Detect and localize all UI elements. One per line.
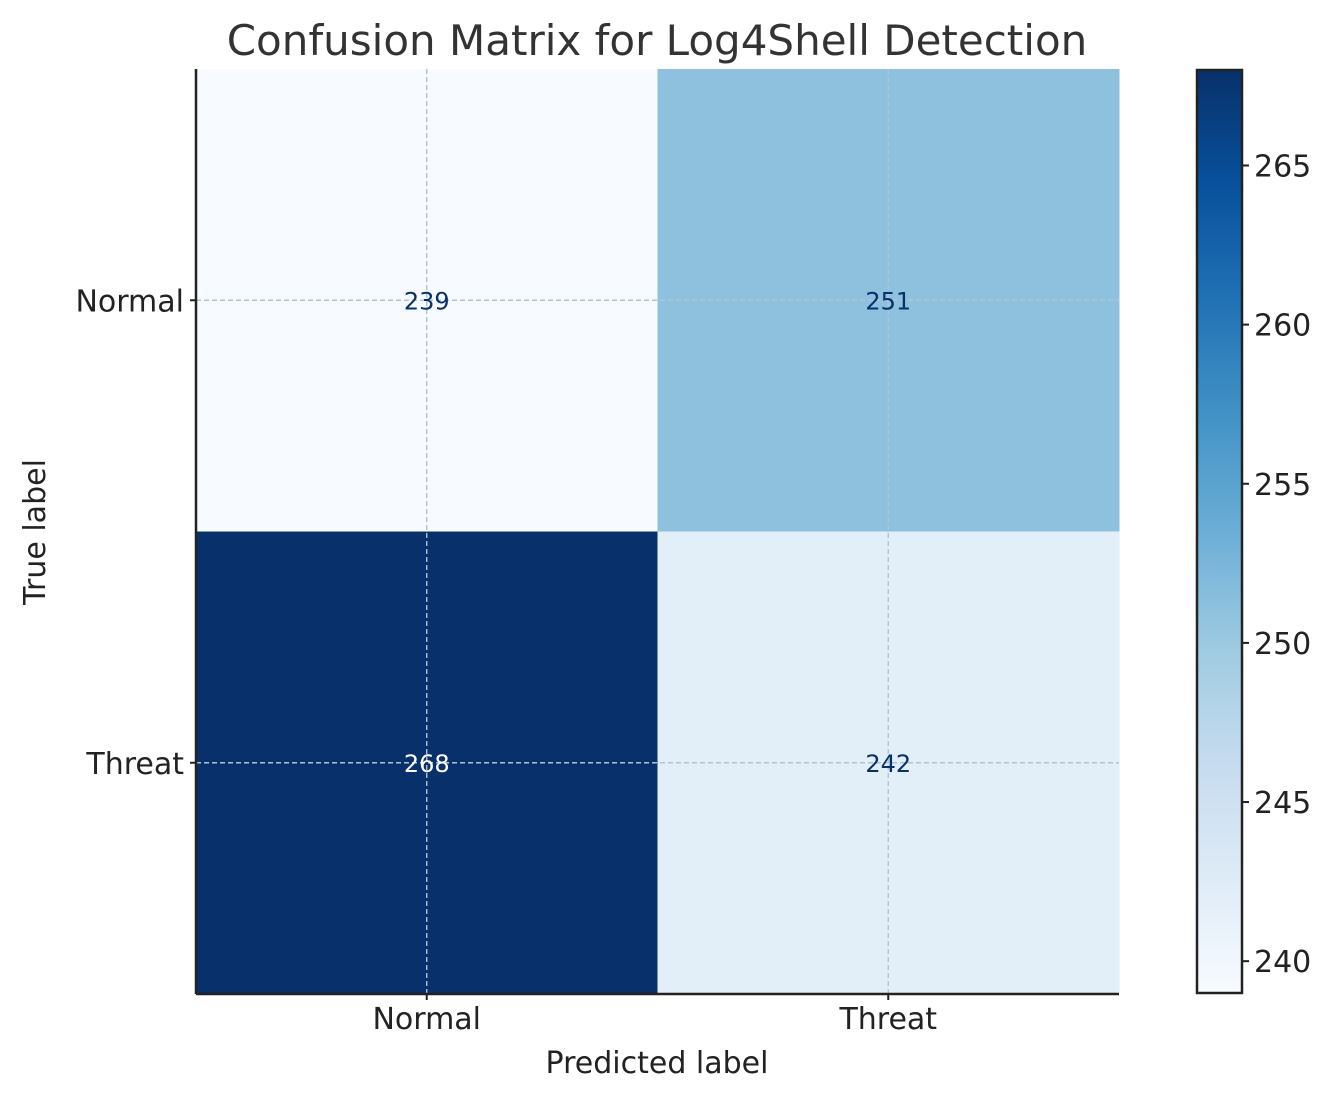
- chart-title: Confusion Matrix for Log4Shell Detection: [227, 16, 1088, 65]
- colorbar-tick-label: 240: [1254, 945, 1311, 980]
- colorbar-tick-label: 245: [1254, 786, 1311, 821]
- cell-value-label: 239: [404, 287, 450, 315]
- colorbar-frame: [1195, 68, 1244, 995]
- y-tick-label: Normal: [75, 284, 184, 319]
- x-axis-label: Predicted label: [546, 1046, 769, 1081]
- gridlines: [196, 69, 1119, 994]
- x-tick-label: Threat: [838, 1002, 937, 1037]
- colorbar-tick-label: 250: [1254, 627, 1311, 662]
- x-tick-label: Normal: [372, 1002, 481, 1037]
- y-axis-ticks: Normal Threat: [75, 284, 196, 782]
- colorbar-tick-label: 260: [1254, 309, 1311, 344]
- colorbar-tick-label: 255: [1254, 468, 1311, 503]
- colorbar-fill: [1197, 70, 1242, 993]
- y-axis-label: True label: [18, 459, 53, 606]
- cell-value-labels: 239 251 268 242: [404, 287, 911, 778]
- heatmap-cells: [196, 69, 1120, 995]
- x-axis-ticks: Normal Threat: [372, 994, 937, 1037]
- cell-value-label: 268: [404, 750, 450, 778]
- colorbar: 240 245 250 255 260 265: [1195, 68, 1311, 995]
- y-tick-label: Threat: [85, 747, 184, 782]
- cell-value-label: 242: [865, 750, 911, 778]
- cell-value-label: 251: [865, 287, 911, 315]
- colorbar-tick-label: 265: [1254, 149, 1311, 184]
- axes: [194, 69, 1119, 996]
